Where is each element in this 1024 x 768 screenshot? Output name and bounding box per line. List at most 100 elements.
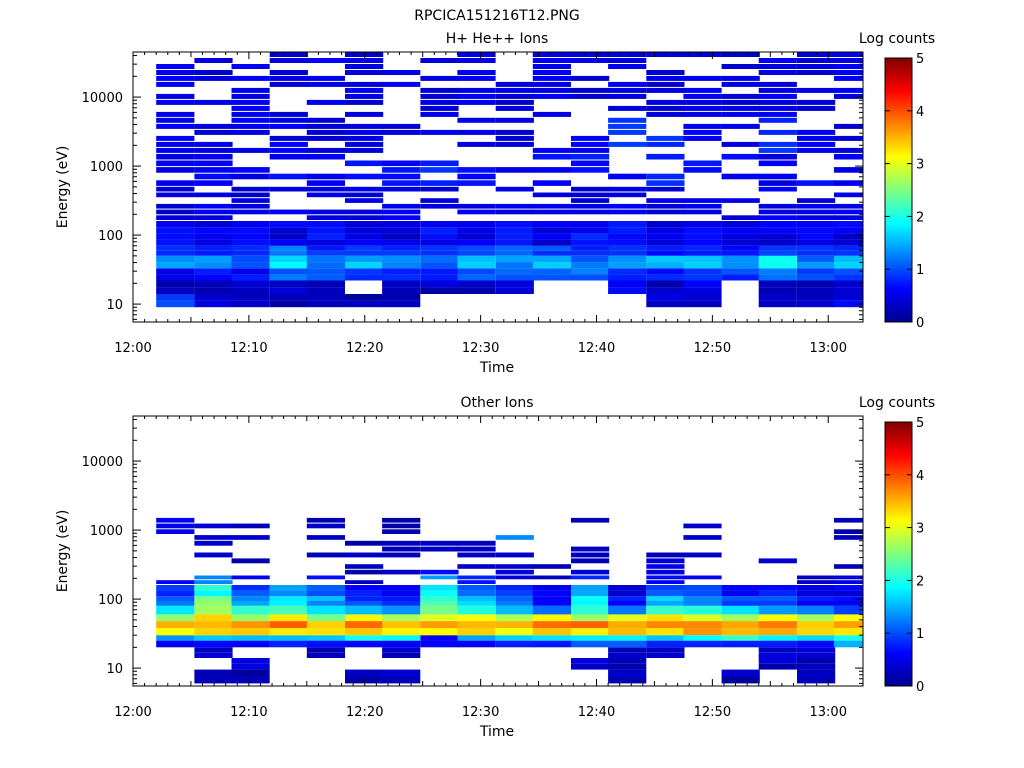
- heatmap-cell: [156, 621, 195, 629]
- heatmap-cell: [834, 640, 863, 648]
- heatmap-cell: [382, 233, 421, 240]
- heatmap-cell: [608, 268, 647, 275]
- heatmap-cell: [156, 203, 195, 209]
- colorbar-tick-label: 1: [916, 263, 924, 278]
- panel-title: Other Ions: [460, 395, 533, 411]
- heatmap-cell: [721, 640, 760, 648]
- heatmap-cell: [646, 250, 685, 256]
- heatmap-cell: [457, 99, 496, 105]
- heatmap-cell: [646, 652, 685, 658]
- heatmap-cell: [683, 640, 722, 648]
- heatmap-cell: [758, 227, 797, 234]
- heatmap-cell: [420, 540, 459, 546]
- heatmap-cell: [382, 635, 421, 641]
- heatmap-cell: [156, 605, 195, 615]
- heatmap-cell: [495, 245, 534, 251]
- heatmap-cell: [194, 575, 233, 580]
- heatmap-cell: [231, 123, 270, 129]
- heatmap-cell: [721, 621, 760, 629]
- heatmap-cell: [797, 99, 836, 105]
- heatmap-cell: [231, 111, 270, 117]
- heatmap-cell: [683, 535, 722, 540]
- heatmap-cell: [834, 221, 863, 228]
- heatmap-cell: [345, 245, 384, 251]
- heatmap-cell: [532, 221, 571, 228]
- heatmap-cell: [683, 590, 722, 597]
- heatmap-cell: [420, 255, 459, 263]
- heatmap-cell: [646, 585, 685, 591]
- heatmap-cell: [306, 590, 345, 597]
- heatmap-cell: [306, 300, 345, 308]
- heatmap-cell: [758, 300, 797, 308]
- heatmap-cell: [646, 186, 685, 192]
- heatmap-cell: [495, 280, 534, 288]
- heatmap-cell: [269, 81, 308, 87]
- heatmap-cell: [231, 294, 270, 301]
- heatmap-cell: [721, 105, 760, 111]
- heatmap-cell: [646, 628, 685, 636]
- heatmap-cell: [231, 274, 270, 281]
- heatmap-cell: [156, 233, 195, 240]
- heatmap-cell: [797, 614, 836, 622]
- heatmap-cell: [306, 192, 345, 198]
- heatmap-cell: [382, 652, 421, 658]
- heatmap-cell: [758, 117, 797, 123]
- heatmap-cell: [345, 111, 384, 117]
- heatmap-cell: [721, 262, 760, 269]
- heatmap-cell: [834, 575, 863, 580]
- heatmap-cell: [683, 268, 722, 275]
- heatmap-cell: [758, 203, 797, 209]
- heatmap-cell: [834, 564, 863, 569]
- heatmap-cell: [532, 250, 571, 256]
- heatmap-cell: [231, 186, 270, 192]
- heatmap-cell: [457, 601, 496, 606]
- heatmap-cell: [683, 274, 722, 281]
- heatmap-cell: [269, 294, 308, 301]
- heatmap-cell: [495, 605, 534, 615]
- heatmap-cell: [646, 111, 685, 117]
- heatmap-cell: [345, 250, 384, 256]
- heatmap-cell: [495, 239, 534, 246]
- heatmap-cell: [495, 575, 534, 580]
- heatmap-cell: [156, 209, 195, 215]
- heatmap-cell: [457, 221, 496, 228]
- heatmap-cell: [269, 245, 308, 251]
- heatmap-cell: [797, 141, 836, 147]
- heatmap-cell: [382, 585, 421, 591]
- heatmap-cell: [156, 160, 195, 167]
- heatmap-cell: [382, 669, 421, 677]
- heatmap-cell: [495, 268, 534, 275]
- heatmap-cell: [532, 564, 571, 569]
- heatmap-cell: [231, 558, 270, 564]
- heatmap-cell: [646, 180, 685, 186]
- heatmap-cell: [382, 517, 421, 523]
- heatmap-cell: [194, 180, 233, 186]
- heatmap-cell: [495, 141, 534, 147]
- heatmap-cell: [532, 635, 571, 641]
- heatmap-cell: [571, 663, 610, 670]
- heatmap-cell: [382, 262, 421, 269]
- heatmap-cell: [382, 70, 421, 75]
- heatmap-cell: [194, 552, 233, 558]
- heatmap-cell: [758, 652, 797, 658]
- heatmap-cell: [382, 227, 421, 234]
- colorbar: [884, 421, 913, 687]
- heatmap-cell: [194, 173, 233, 180]
- heatmap-cells: [156, 517, 863, 684]
- heatmap-cell: [345, 173, 384, 180]
- heatmap-cell: [457, 540, 496, 546]
- heatmap-cell: [683, 601, 722, 606]
- heatmap-cell: [194, 70, 233, 75]
- heatmap-cell: [758, 250, 797, 256]
- y-tick-label: 100: [98, 229, 123, 244]
- heatmap-cell: [156, 117, 195, 123]
- heatmap-cell: [194, 294, 233, 301]
- colorbar-ticks: 0 1 2 3 4 5: [885, 52, 924, 331]
- heatmap-cell: [608, 669, 647, 677]
- heatmap-cell: [420, 203, 459, 209]
- heatmap-cell: [495, 535, 534, 540]
- heatmap-cell: [231, 268, 270, 275]
- heatmap-cell: [608, 209, 647, 215]
- heatmap-cell: [382, 294, 421, 301]
- heatmap-cell: [834, 64, 863, 69]
